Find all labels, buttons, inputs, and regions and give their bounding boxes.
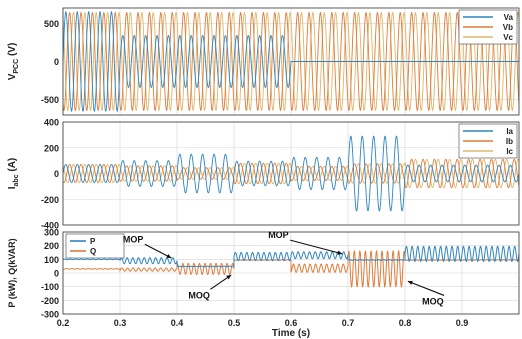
legend-box [65, 233, 125, 259]
annotation-label: MOP [123, 234, 144, 244]
x-tick-label: 0.6 [285, 318, 298, 328]
arrowhead [407, 280, 413, 285]
y-axis-label: Iabc (A) [7, 158, 20, 190]
y-tick-label: -500 [41, 95, 59, 105]
legend-label: Ic [506, 147, 513, 156]
legend-label: Va [504, 13, 514, 22]
y-tick-label: 300 [44, 228, 59, 238]
y-tick-label: 200 [44, 143, 59, 153]
x-tick-label: 0.4 [171, 318, 184, 328]
y-tick-label: 500 [44, 19, 59, 29]
legend: PQ [65, 233, 125, 259]
series-line-p [63, 245, 519, 268]
y-tick-label: -100 [41, 282, 59, 292]
x-tick-label: 0.9 [456, 318, 469, 328]
annotation-arrow [144, 243, 172, 259]
series-line-ic [63, 158, 519, 189]
y-tick-label: -400 [41, 221, 59, 231]
legend-label: Ib [506, 137, 513, 146]
legend-label: Vc [503, 33, 513, 42]
traces [63, 11, 519, 112]
axes-frame [62, 121, 520, 226]
annotation-label: MOQ [422, 296, 444, 306]
y-tick-label: 0 [54, 169, 59, 179]
y-tick-label: -200 [41, 195, 59, 205]
annotation: MOQ [188, 274, 232, 300]
traces [63, 135, 519, 212]
arrowhead [166, 253, 172, 258]
annotation-label: MOQ [188, 290, 210, 300]
arrowhead [226, 275, 232, 280]
series-line-vc [63, 11, 519, 112]
y-tick-label: 200 [44, 241, 59, 251]
traces [63, 245, 519, 289]
annotation: MOP [268, 230, 343, 255]
y-tick-label: 0 [54, 269, 59, 279]
axes-frame [62, 231, 520, 315]
series-line-ia [63, 135, 519, 212]
annotation-label: MOP [268, 230, 289, 240]
series-line-va [63, 11, 519, 112]
annotation-arrow [407, 280, 445, 296]
x-tick-label: 0.7 [342, 318, 355, 328]
y-tick-label: 100 [44, 255, 59, 265]
legend-label: P [90, 237, 96, 246]
x-tick-label: 0.8 [399, 318, 412, 328]
legend-label: Q [90, 247, 96, 256]
x-tick-label: 0.3 [114, 318, 127, 328]
y-axis-label: P (kW), Q(kVAR) [7, 238, 17, 307]
x-tick-label: 0.2 [57, 318, 70, 328]
axes-frame [62, 7, 520, 116]
legend-label: Vb [503, 23, 513, 32]
annotation: MOP [123, 234, 172, 259]
annotation-arrow [290, 239, 343, 255]
series-line-ib [63, 158, 519, 189]
y-axis-label: VPCC (V) [7, 43, 20, 81]
y-tick-label: -200 [41, 296, 59, 306]
legend-label: Ia [506, 127, 513, 136]
annotation: MOQ [407, 280, 445, 306]
y-tick-label: -300 [41, 310, 59, 320]
x-axis-label: Time (s) [272, 328, 310, 339]
y-tick-label: 400 [44, 118, 59, 128]
y-tick-label: 0 [54, 57, 59, 67]
x-tick-label: 0.5 [228, 318, 241, 328]
arrowhead [337, 250, 343, 255]
